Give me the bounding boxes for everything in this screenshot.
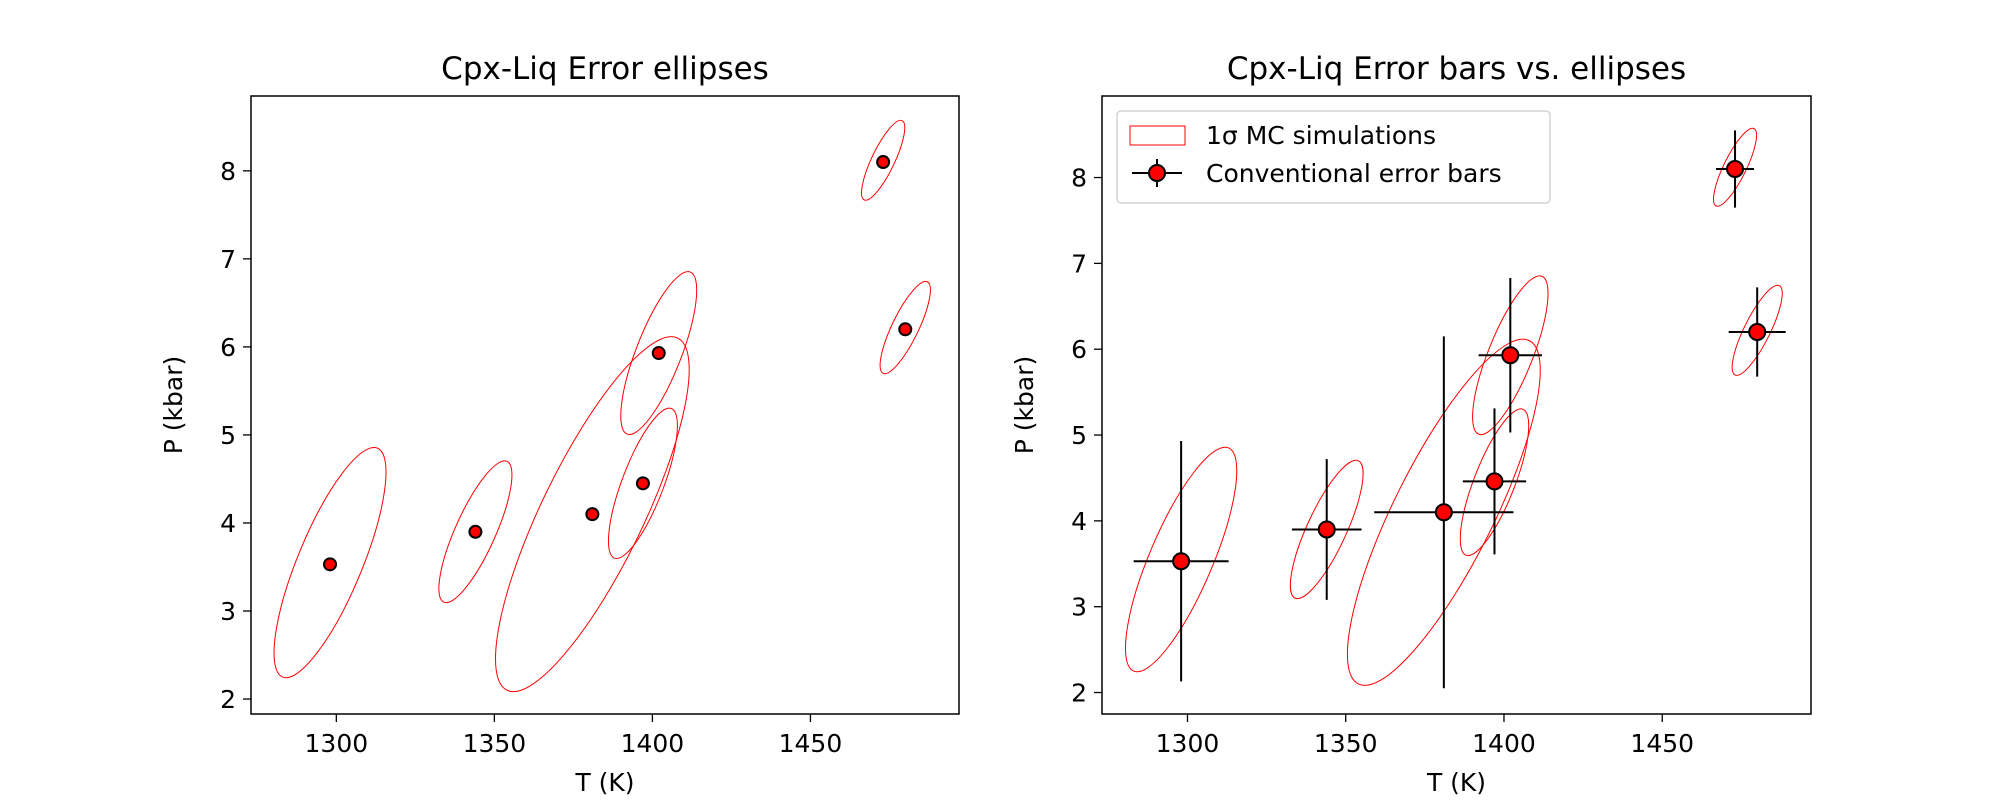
legend-label: Conventional error bars	[1206, 159, 1502, 188]
y-tick-label: 2	[1071, 679, 1087, 708]
legend-label: 1σ MC simulations	[1206, 121, 1436, 150]
data-point	[635, 476, 650, 491]
y-tick-label: 5	[1071, 421, 1087, 450]
legend: 1σ MC simulations Conventional error bars	[1116, 110, 1551, 204]
error-ellipse	[879, 280, 931, 375]
chart-panel-error-ellipses: Cpx-Liq Error ellipses T (K) P (kbar) 1300 1…	[159, 51, 960, 797]
chart-title: Cpx-Liq Error ellipses	[441, 51, 769, 87]
legend-ellipse-swatch	[1129, 125, 1186, 146]
error-ellipse	[620, 271, 698, 435]
data-point	[876, 155, 891, 170]
x-axis-label: T (K)	[1426, 768, 1486, 797]
error-ellipse	[1731, 284, 1783, 376]
y-tick-label: 3	[220, 597, 236, 626]
y-tick-label: 8	[220, 157, 236, 186]
y-tick-label: 4	[1071, 507, 1087, 536]
error-ellipse	[1124, 446, 1238, 673]
x-tick-label: 1450	[779, 729, 843, 758]
x-tick-label: 1350	[463, 729, 527, 758]
legend-marker	[1148, 164, 1166, 182]
y-tick-label: 8	[1071, 164, 1087, 193]
chart-panel-error-bars-vs-ellipses: Cpx-Liq Error bars vs. ellipses T (K) P (k…	[1010, 51, 1812, 797]
data-marks	[273, 119, 931, 693]
x-tick-label: 1450	[1630, 729, 1694, 758]
plot-frame	[250, 95, 960, 715]
legend-box	[1116, 110, 1551, 204]
data-marks	[1124, 127, 1786, 689]
error-ellipse	[1289, 459, 1364, 600]
error-ellipse	[495, 336, 690, 693]
x-tick-label: 1300	[305, 729, 369, 758]
data-point	[468, 524, 483, 539]
y-tick-label: 7	[220, 245, 236, 274]
y-tick-label: 6	[1071, 335, 1087, 364]
error-ellipse	[861, 119, 906, 201]
data-point	[1726, 159, 1745, 178]
chart-title: Cpx-Liq Error bars vs. ellipses	[1227, 51, 1686, 87]
y-tick-label: 2	[220, 685, 236, 714]
data-point	[1748, 323, 1767, 342]
error-ellipse	[273, 446, 387, 679]
error-ellipse	[1459, 408, 1530, 557]
y-tick-label: 4	[220, 509, 236, 538]
y-tick-label: 5	[220, 421, 236, 450]
x-tick-label: 1300	[1156, 729, 1220, 758]
data-point	[585, 507, 600, 522]
data-point	[1317, 520, 1336, 539]
x-axis-label: T (K)	[574, 768, 634, 797]
data-point	[1501, 346, 1520, 365]
y-axis-label: P (kbar)	[1010, 356, 1039, 454]
y-axis-label: P (kbar)	[159, 356, 188, 454]
data-point	[1485, 472, 1504, 491]
plot-frame	[1101, 95, 1812, 715]
error-ellipse	[1713, 127, 1758, 207]
data-point	[1434, 503, 1453, 522]
y-tick-label: 3	[1071, 593, 1087, 622]
error-ellipse	[438, 460, 513, 604]
x-tick-label: 1400	[1472, 729, 1536, 758]
error-ellipse	[1346, 338, 1541, 686]
x-tick-label: 1350	[1314, 729, 1378, 758]
error-ellipse	[607, 407, 678, 560]
data-point	[898, 322, 913, 337]
data-point	[1172, 552, 1191, 571]
data-point	[323, 557, 338, 572]
y-tick-label: 7	[1071, 249, 1087, 278]
x-tick-label: 1400	[621, 729, 685, 758]
y-tick-label: 6	[220, 333, 236, 362]
error-ellipse	[1472, 275, 1549, 436]
data-point	[651, 346, 666, 361]
